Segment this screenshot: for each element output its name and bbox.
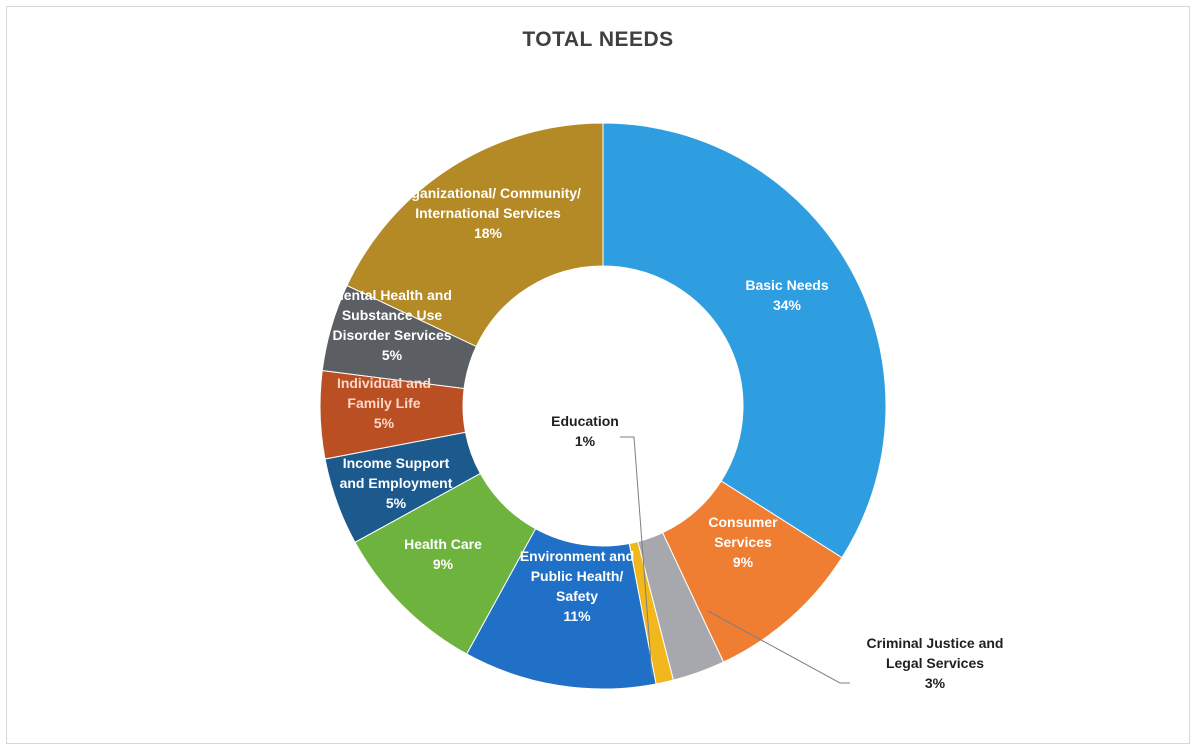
data-label-education: Education 1% (551, 413, 619, 449)
slice-organizational-community (346, 122, 604, 348)
data-label-mental-health-and: Mental Health and Substance Use Disorder S… (332, 287, 452, 363)
chart-title: TOTAL NEEDS (522, 28, 674, 51)
data-label-consumer: Consumer Services 9% (708, 514, 778, 570)
data-label-criminal-justice-and: Criminal Justice and Legal Services 3% (867, 635, 1004, 691)
leader-line-criminal-justice-and (707, 610, 850, 684)
data-label-environment-and: Environment and Public Health/Safety 11% (520, 548, 634, 624)
data-label-basic-needs: Basic Needs 34% (745, 277, 828, 313)
data-label-income-support: Income Support and Employment 5% (340, 455, 453, 511)
data-label-health-care: Health Care 9% (404, 536, 482, 572)
data-label-organizational-community: Organizational/ Community/International … (395, 185, 581, 241)
leader-line-education (620, 436, 653, 677)
data-label-individual-and: Individual and Family Life 5% (337, 375, 431, 431)
slice-basic-needs (602, 122, 887, 559)
